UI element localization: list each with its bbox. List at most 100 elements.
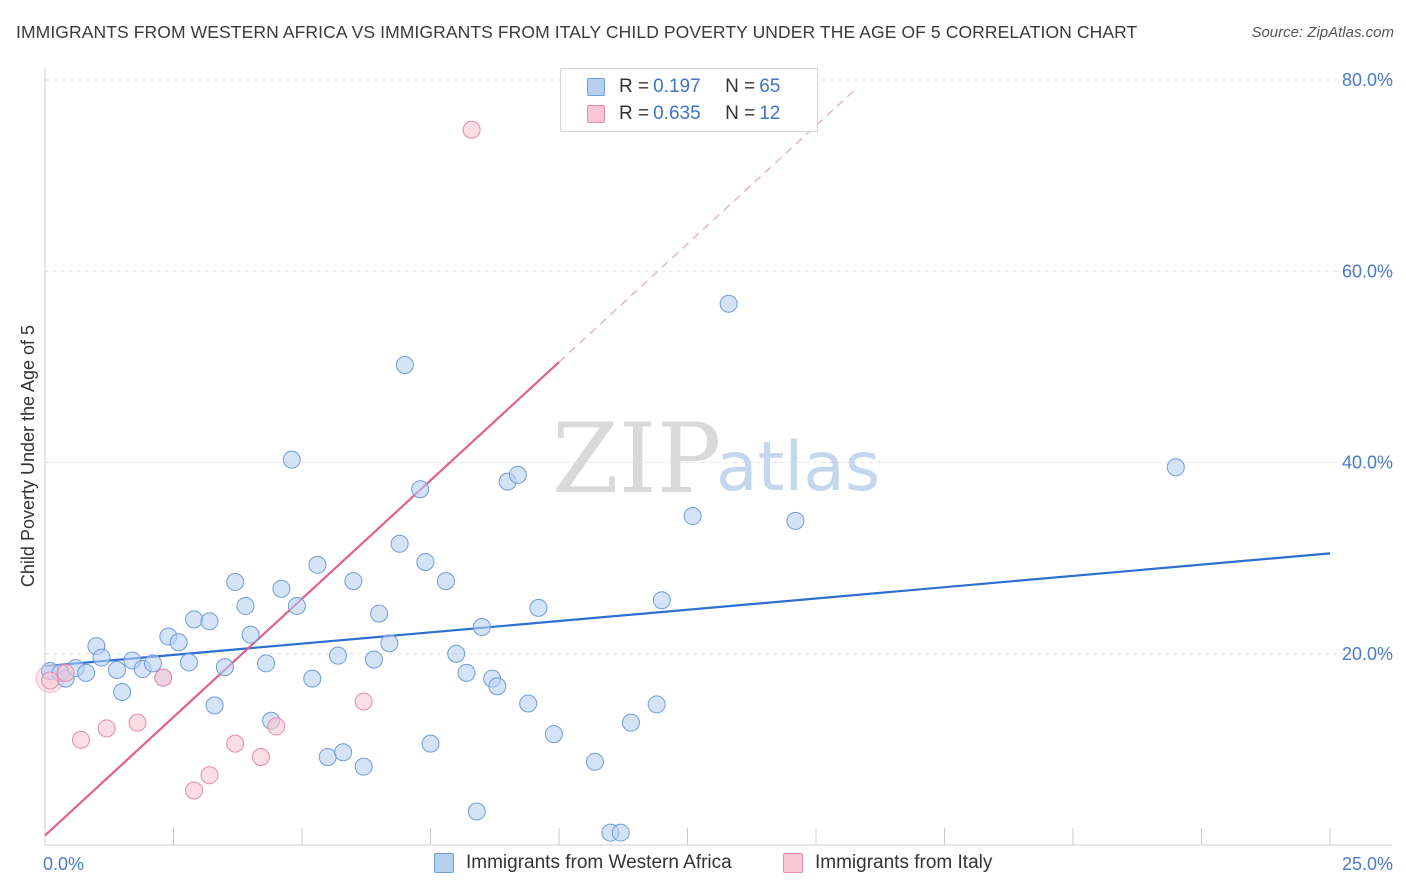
series-swatch-blue [434, 853, 454, 873]
data-point-western-africa [354, 757, 373, 776]
data-point-western-africa [282, 450, 301, 469]
trend-line-italy-extension [558, 87, 858, 363]
data-point-western-africa [467, 802, 486, 821]
data-point-western-africa [621, 713, 640, 732]
grid-layer [45, 79, 1392, 655]
data-point-western-africa [185, 610, 204, 629]
x-tick-label: 25.0% [1342, 854, 1393, 874]
watermark: ZIP atlas [552, 403, 880, 515]
data-point-western-africa [334, 743, 353, 762]
data-point-western-africa [416, 552, 435, 571]
data-point-western-africa [472, 617, 491, 636]
legend-r-value: 0.197 [653, 76, 701, 97]
data-point-western-africa [411, 480, 430, 499]
series-legend-western-africa: Immigrants from Western Africa [434, 852, 732, 874]
data-point-western-africa [519, 694, 538, 713]
series-legend: Immigrants from Western Africa Immigrant… [0, 852, 1406, 876]
data-point-italy [128, 713, 147, 732]
series-legend-label: Immigrants from Western Africa [466, 852, 732, 873]
data-point-western-africa [436, 572, 455, 591]
data-point-western-africa [205, 696, 224, 715]
legend-n-label: N = [725, 76, 756, 97]
y-axis-label: Child Poverty Under the Age of 5 [18, 325, 38, 587]
data-point-western-africa [447, 644, 466, 663]
legend-swatch-pink [587, 105, 605, 123]
source-label: Source: ZipAtlas.com [1251, 24, 1394, 41]
data-point-western-africa [683, 507, 702, 526]
data-point-italy [41, 671, 60, 690]
data-point-western-africa [200, 612, 219, 631]
data-point-italy [267, 717, 286, 736]
points-layer [35, 120, 1185, 842]
data-point-western-africa [169, 633, 188, 652]
data-point-western-africa [318, 748, 337, 767]
correlation-legend: R = 0.197 N = 65 R = 0.635 N = 12 [560, 68, 818, 132]
series-swatch-pink [783, 853, 803, 873]
data-point-western-africa [529, 598, 548, 617]
data-point-western-africa [241, 625, 260, 644]
data-point-western-africa [370, 604, 389, 623]
legend-r-label: R = [619, 103, 650, 124]
data-point-western-africa [344, 572, 363, 591]
data-point-western-africa [113, 683, 132, 701]
data-point-italy [226, 734, 245, 753]
data-point-western-africa [236, 596, 255, 615]
chart-title: IMMIGRANTS FROM WESTERN AFRICA VS IMMIGR… [16, 22, 1138, 42]
legend-row-western-africa: R = 0.197 N = 65 [587, 76, 780, 98]
data-point-western-africa [287, 596, 306, 615]
data-point-western-africa [1166, 458, 1185, 477]
legend-swatch-blue [587, 78, 605, 96]
data-point-western-africa [421, 734, 440, 753]
x-tick-label: 0.0% [43, 854, 84, 874]
data-point-western-africa [179, 653, 198, 672]
data-point-western-africa [652, 591, 671, 610]
data-point-western-africa [488, 677, 507, 696]
data-point-western-africa [107, 661, 126, 680]
data-point-italy [200, 766, 219, 785]
legend-n-label: N = [725, 103, 756, 124]
data-point-western-africa [395, 355, 414, 374]
watermark-zip: ZIP [552, 403, 721, 515]
data-point-italy [154, 668, 173, 687]
data-point-western-africa [77, 663, 96, 682]
data-point-western-africa [786, 511, 805, 530]
data-point-western-africa [364, 650, 383, 669]
data-point-italy [185, 781, 204, 800]
data-point-italy [56, 663, 75, 682]
data-point-western-africa [647, 695, 666, 714]
data-point-western-africa [143, 654, 162, 673]
data-point-western-africa [308, 555, 327, 574]
data-point-western-africa [544, 725, 563, 744]
data-point-western-africa [92, 648, 111, 667]
trend-line-western-africa [44, 552, 1331, 668]
legend-row-italy: R = 0.635 N = 12 [587, 103, 780, 125]
labels-layer: 20.0% 40.0% 60.0% 80.0% 0.0% 25.0% [43, 70, 1393, 874]
data-point-western-africa [272, 579, 291, 598]
data-point-italy [251, 748, 270, 767]
y-tick-label: 80.0% [1342, 70, 1393, 90]
series-legend-label: Immigrants from Italy [815, 852, 993, 873]
data-point-italy [354, 692, 373, 711]
y-tick-label: 20.0% [1342, 644, 1393, 664]
data-point-western-africa [380, 634, 399, 653]
data-point-western-africa [226, 573, 245, 592]
legend-r-value: 0.635 [653, 103, 701, 124]
data-point-western-africa [328, 646, 347, 665]
y-tick-label: 40.0% [1342, 453, 1393, 473]
data-point-italy [462, 120, 481, 139]
data-point-western-africa [457, 663, 476, 682]
y-tick-label: 60.0% [1342, 261, 1393, 281]
legend-n-value: 65 [759, 76, 781, 97]
axes-layer [44, 68, 1392, 846]
series-legend-italy: Immigrants from Italy [783, 852, 992, 874]
watermark-atlas: atlas [716, 428, 880, 507]
data-point-western-africa [215, 658, 234, 677]
data-point-italy [97, 719, 116, 738]
data-point-western-africa [303, 669, 322, 688]
data-point-western-africa [257, 654, 276, 673]
data-point-italy [71, 730, 90, 749]
data-point-western-africa [611, 823, 630, 842]
data-point-western-africa [719, 294, 738, 313]
legend-n-value: 12 [759, 103, 781, 124]
